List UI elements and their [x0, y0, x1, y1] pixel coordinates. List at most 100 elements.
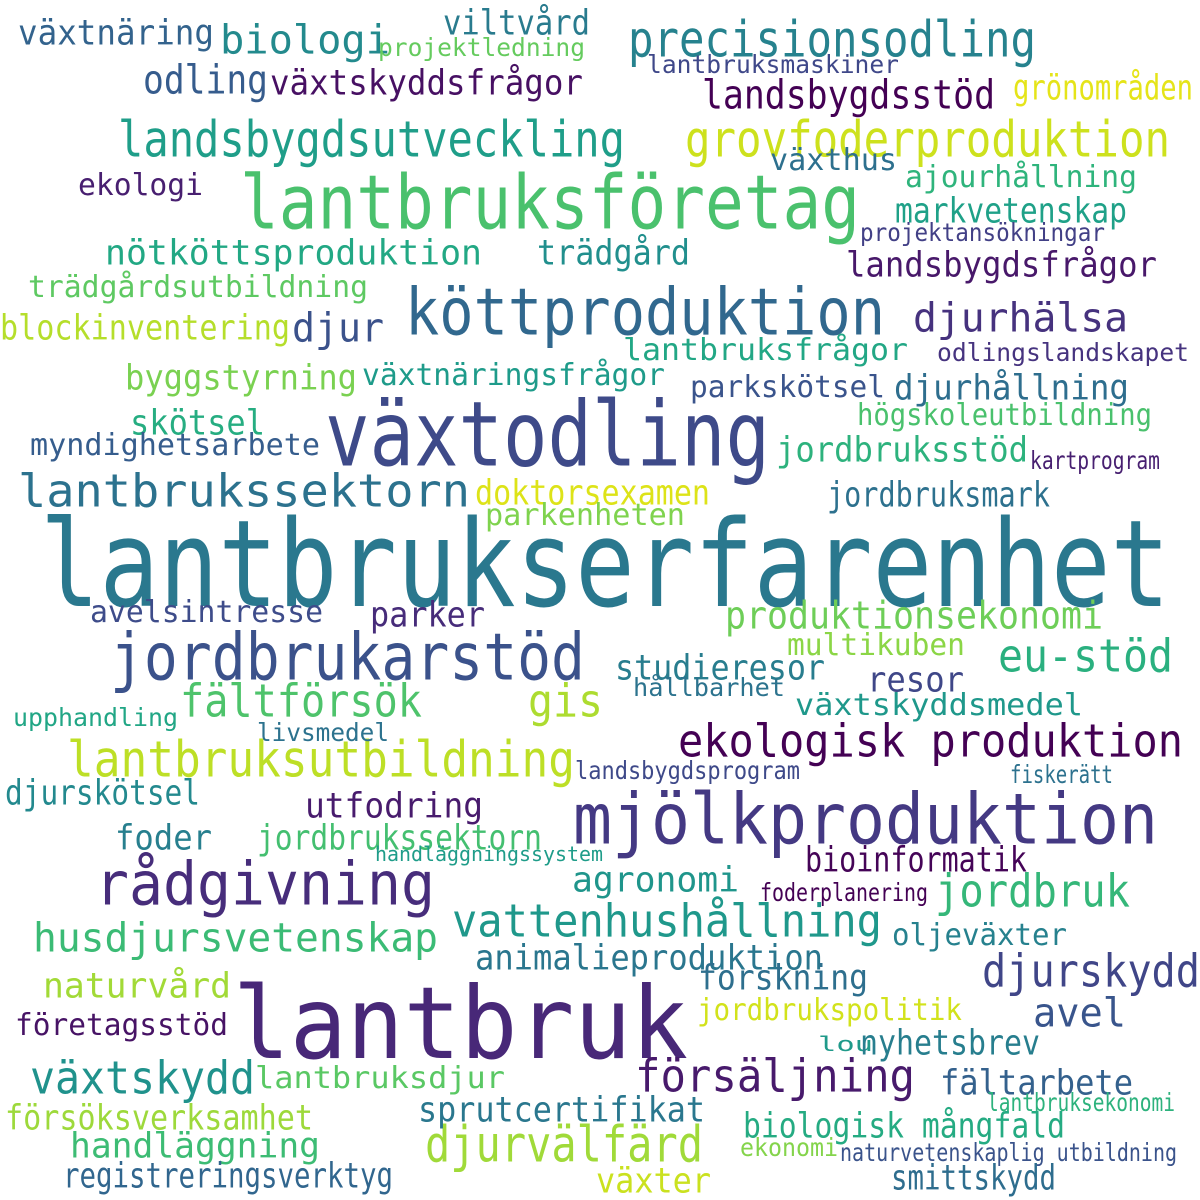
word-viltvard: viltvård: [443, 1, 590, 44]
word-naturvetenskaplig-utbildning: naturvetenskaplig utbildning: [840, 1137, 1178, 1168]
word-radgivning: rådgivning: [95, 849, 436, 920]
word-ekonomi: ekonomi: [740, 1132, 839, 1163]
word-avel: avel: [1033, 989, 1126, 1037]
word-vaxtskyddsmedel: växtskyddsmedel: [795, 686, 1083, 723]
word-odlingslandskapet: odlingslandskapet: [937, 337, 1190, 368]
word-vattenhushallning: vattenhushållning: [452, 895, 882, 949]
word-forsoksverksamhet: försöksverksamhet: [5, 1096, 314, 1139]
word-registreringsverktyg: registreringsverktyg: [63, 1154, 394, 1197]
word-faltforsok: fältförsök: [180, 675, 423, 729]
word-skotsel: skötsel: [130, 401, 266, 444]
word-landsbygdsstod: landsbygdsstöd: [702, 71, 996, 119]
word-sprutcertifikat: sprutcertifikat: [418, 1088, 705, 1131]
word-landsbygdsutveckling: landsbygdsutveckling: [118, 110, 625, 170]
word-djurhallning: djurhållning: [894, 366, 1129, 409]
word-parkenheten: parkenheten: [485, 496, 685, 533]
word-husdjursvetenskap: husdjursvetenskap: [33, 914, 439, 962]
word-lantbruk: lantbruk: [233, 966, 689, 1083]
word-projektledning: projektledning: [378, 32, 585, 63]
word-kartprogram: kartprogram: [1030, 445, 1161, 476]
word-precisionsodling: precisionsodling: [628, 10, 1036, 70]
word-markvetenskap: markvetenskap: [895, 189, 1127, 232]
word-hallbarhet: hållbarhet: [633, 672, 785, 703]
word-lantbruksekonomi: lantbruksekonomi: [987, 1087, 1176, 1118]
word-resor: resor: [867, 658, 964, 701]
word-ajourhallning: ajourhållning: [905, 158, 1138, 195]
word-blockinventering: blockinventering: [0, 306, 291, 349]
word-oljevaxter: oljeväxter: [892, 916, 1067, 953]
word-parkskotsel: parkskötsel: [690, 368, 886, 405]
word-nyhetsbrev: nyhetsbrev: [860, 1021, 1040, 1064]
word-jordbrukarstod: jordbrukarstöd: [110, 618, 585, 696]
word-smittskydd: smittskydd: [891, 1156, 1056, 1199]
word-avelsintresse: avelsintresse: [90, 593, 323, 630]
word-jordbruk: jordbruk: [935, 865, 1130, 919]
word-utfodring: utfodring: [305, 784, 484, 827]
word-lantbrukssektorn: lantbrukssektorn: [18, 465, 470, 519]
word-djurvalfard: djurvälfärd: [425, 1115, 703, 1175]
word-fiskeratt: fiskerätt: [1010, 759, 1113, 790]
word-vaxtnaringsfragor: växtnäringsfrågor: [362, 356, 665, 393]
word-jordbruksmark: jordbruksmark: [827, 473, 1050, 516]
word-foder: foder: [115, 816, 212, 859]
word-bioinformatik: bioinformatik: [805, 838, 1027, 881]
word-lantbruksdjur: lantbruksdjur: [255, 1059, 506, 1096]
word-jordbrukspolitik: jordbrukspolitik: [697, 991, 963, 1028]
word-studieresor: studieresor: [615, 646, 826, 689]
word-ekologi: ekologi: [78, 166, 204, 203]
word-vaxtnaring: växtnäring: [18, 11, 215, 54]
word-notkottsproduktion: nötköttsproduktion: [105, 231, 483, 274]
word-landsbygdsfragor: landsbygdsfrågor: [846, 243, 1157, 286]
word-grovfoderproduktion: grovfoderproduktion: [685, 110, 1171, 170]
word-ekologisk-produktion: ekologisk produktion: [678, 715, 1183, 769]
word-produktionsekonomi: produktionsekonomi: [725, 594, 1104, 639]
word-vaxthus: växthus: [770, 141, 897, 178]
word-upphandling: upphandling: [13, 702, 178, 733]
word-vaxtskyddsfragor: växtskyddsfrågor: [270, 61, 583, 104]
word-jordbrukssektorn: jordbrukssektorn: [257, 816, 542, 859]
word-eu-stod: eu-stöd: [998, 630, 1174, 684]
word-forskning: forskning: [698, 956, 868, 999]
word-projektansokningar: projektansökningar: [860, 217, 1106, 248]
word-multikuben: multikuben: [787, 626, 965, 663]
word-landsbygdsprogram: landsbygdsprogram: [575, 755, 801, 786]
word-jordbruksstod: jordbruksstöd: [776, 428, 1029, 471]
word-lantbruksutbildning: lantbruksutbildning: [67, 730, 576, 790]
word-djurskotsel: djurskötsel: [5, 771, 201, 814]
word-vaxter: växter: [596, 1159, 711, 1200]
word-lou: lou: [818, 1032, 874, 1057]
word-agronomi: agronomi: [572, 858, 739, 901]
word-tradgard: trädgård: [537, 231, 690, 274]
word-gis: gis: [528, 675, 603, 729]
word-naturvard: naturvård: [43, 964, 232, 1007]
word-foderplanering: foderplanering: [760, 877, 929, 908]
word-handlaggning: handläggning: [70, 1124, 321, 1167]
word-odling: odling: [143, 56, 268, 104]
word-doktorsexamen: doktorsexamen: [475, 471, 711, 514]
word-kottproduktion: köttproduktion: [405, 273, 886, 351]
word-animalieproduktion: animalieproduktion: [475, 936, 824, 979]
word-djurhalsa: djurhälsa: [913, 294, 1129, 342]
word-handlaggningssystem: handläggningssystem: [375, 842, 603, 867]
word-mjolkproduktion: mjölkproduktion: [573, 778, 1158, 861]
word-parker: parker: [370, 593, 485, 636]
word-lantbruksfragor: lantbruksfrågor: [623, 331, 909, 368]
word-byggstyrning: byggstyrning: [125, 356, 358, 399]
word-vaxtodling: växtodling: [325, 382, 771, 488]
word-biologisk-mangfald: biologisk mångfald: [743, 1104, 1066, 1147]
word-lantbrukserfarenhet: lantbrukserfarenhet: [40, 494, 1170, 635]
word-livsmedel: livsmedel: [257, 717, 389, 748]
word-tradgardsutbildning: trädgårdsutbildning: [28, 268, 368, 305]
word-hogskoleutbildning: högskoleutbildning: [857, 396, 1152, 433]
word-djur: djur: [292, 304, 385, 352]
word-djurskydd: djurskydd: [982, 945, 1200, 999]
word-gronomraden: grönområden: [1013, 66, 1193, 109]
word-vaxtskydd: växtskydd: [30, 1052, 256, 1106]
word-biologi: biologi: [220, 16, 391, 64]
word-foretagsstod: företagsstöd: [15, 1006, 228, 1043]
word-faltarbete: fältarbete: [940, 1061, 1134, 1104]
word-lantbruksmaskiner: lantbruksmaskiner: [647, 49, 900, 80]
word-lantbruksforetag: lantbruksföretag: [240, 158, 860, 247]
word-myndighetsarbete: myndighetsarbete: [30, 426, 321, 463]
